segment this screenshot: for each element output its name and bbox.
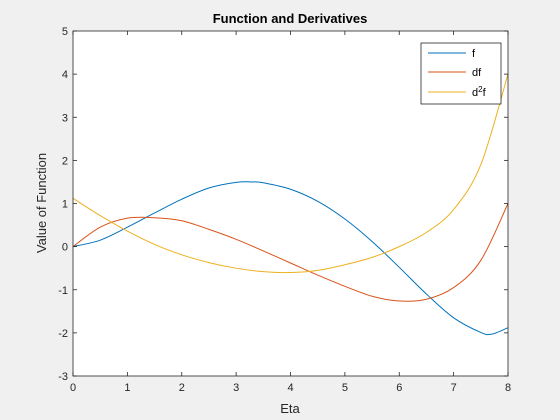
y-tick-label: -1 (58, 285, 68, 297)
y-tick-label: 4 (62, 69, 68, 81)
series-line-d2f (72, 73, 509, 274)
series-line-df (72, 203, 509, 302)
y-tick-label: -2 (58, 328, 68, 340)
legend-box (420, 42, 502, 105)
x-tick-label: 6 (396, 382, 402, 394)
legend-label-f: f (472, 48, 476, 60)
x-tick-label: 1 (124, 382, 130, 394)
x-tick-label: 0 (70, 382, 76, 394)
plot-frame (72, 30, 509, 377)
y-tick-label: 1 (62, 199, 68, 211)
legend-label-d2f: d2f (472, 85, 487, 100)
y-tick-label: -3 (58, 371, 68, 383)
tick-layer: 0 1 2 3 4 5 6 7 8 -3 -2 -1 0 1 2 3 4 5 (58, 26, 511, 394)
y-axis-label: Value of Function (34, 153, 49, 253)
x-tick-label: 5 (342, 382, 348, 394)
x-tick-label: 2 (179, 382, 185, 394)
y-tick-label: 2 (62, 155, 68, 167)
legend-label-df: df (472, 67, 482, 79)
y-tick-label: 5 (62, 26, 68, 38)
y-tick-label: 0 (62, 242, 68, 254)
x-tick-label: 3 (233, 382, 239, 394)
legend: f df d2f (420, 42, 502, 105)
y-tick-label: 3 (62, 112, 68, 124)
x-tick-label: 7 (451, 382, 457, 394)
x-tick-label: 8 (505, 382, 511, 394)
chart-title: Function and Derivatives (213, 11, 368, 26)
series-line-f (72, 181, 509, 336)
x-axis-label: Eta (280, 401, 300, 416)
x-tick-label: 4 (287, 382, 293, 394)
series-layer (72, 73, 509, 336)
